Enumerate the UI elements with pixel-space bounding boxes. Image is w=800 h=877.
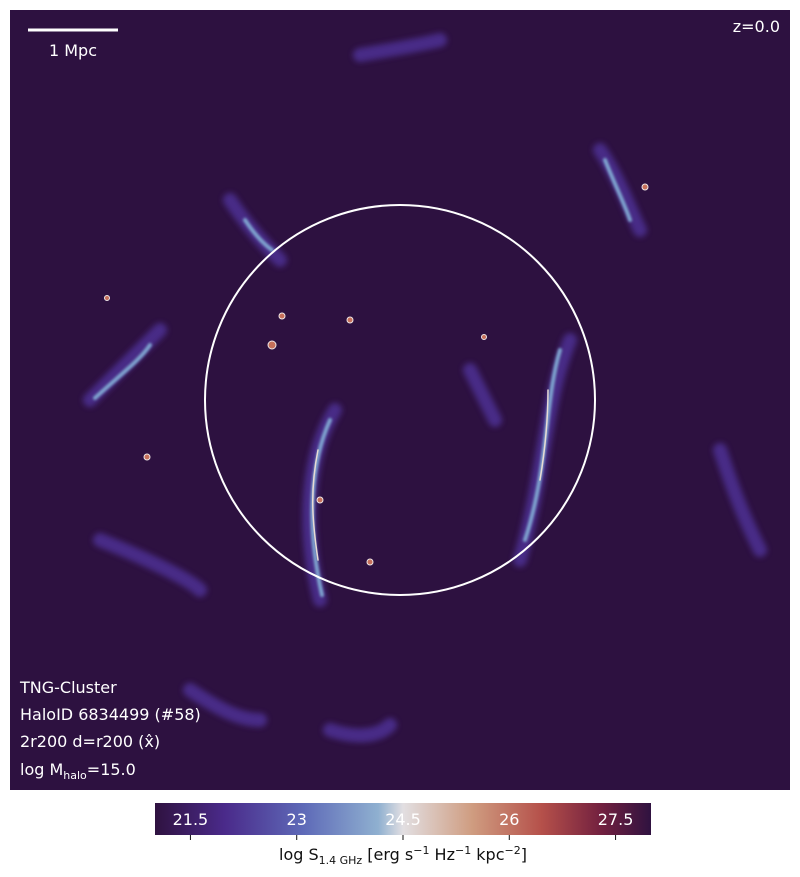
label-part: log S <box>279 845 319 864</box>
mass-label-part: =15.0 <box>87 760 136 779</box>
label-part: [erg s <box>362 845 413 864</box>
map-background <box>10 10 790 790</box>
annotation: TNG-Cluster <box>19 678 117 697</box>
mass-label: log Mhalo=15.0 <box>20 760 136 782</box>
label-part: ] <box>521 845 527 864</box>
colorbar-label: log S1.4 GHz [erg s−1 Hz−1 kpc−2] <box>279 844 527 867</box>
label-sup: −1 <box>413 844 429 857</box>
colorbar-tick-label: 27.5 <box>598 810 634 829</box>
colorbar-tick-label: 24.5 <box>385 810 421 829</box>
annotation: 2r200 d=r200 (x̂) <box>20 732 160 751</box>
label-sup: −1 <box>455 844 471 857</box>
colorbar-ticks: 21.5 23 24.5 26 27.5 <box>173 810 634 840</box>
label-part: Hz <box>429 845 455 864</box>
colorbar-tick-label: 23 <box>287 810 307 829</box>
mass-label-part: log M <box>20 760 63 779</box>
label-sub: 1.4 GHz <box>319 854 363 867</box>
r200-circle <box>204 204 596 596</box>
label-part: kpc <box>471 845 504 864</box>
colorbar-tick-label: 21.5 <box>173 810 209 829</box>
colorbar-tick-label: 26 <box>499 810 519 829</box>
mass-label-sub: halo <box>63 769 87 782</box>
scale-bar-label: 1 Mpc <box>49 41 97 60</box>
redshift: z=0.0 <box>733 17 780 36</box>
label-sup: −2 <box>505 844 521 857</box>
colorbar <box>155 803 651 835</box>
emission-filaments <box>83 33 767 743</box>
annotation: HaloID 6834499 (#58) <box>20 705 201 724</box>
